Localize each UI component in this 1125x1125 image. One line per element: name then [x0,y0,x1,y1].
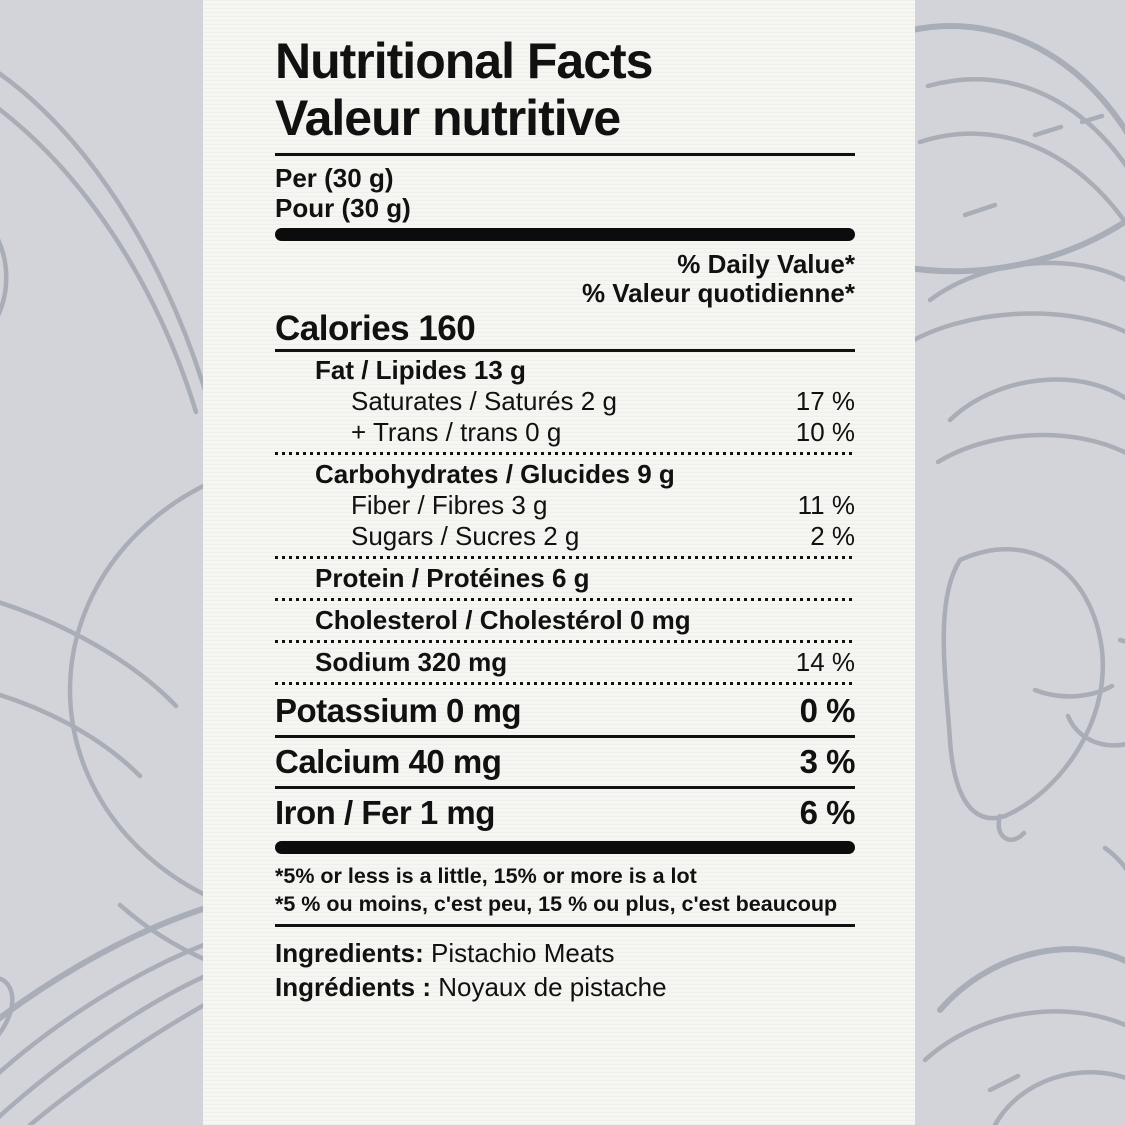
nutrient-name: Carbohydrates / Glucides 9 g [315,459,675,489]
nutrient-name: Saturates / Saturés 2 g [351,386,617,416]
daily-value-header-fr: % Valeur quotidienne* [581,278,855,308]
nutrient-name: Fat / Lipides 13 g [315,355,526,385]
mineral-row-calcium: Calcium 40 mg 3 % [275,740,856,784]
nutrient-row-sugars: Sugars / Sucres 2 g 2 % [275,521,855,552]
serving-size-en: Per (30 g) [275,163,394,193]
ingredients-value-fr: Noyaux de pistache [431,972,667,1002]
ingredients-section: Ingredients: Pistachio Meats Ingrédients… [275,936,855,1004]
nutrient-name: Cholesterol / Cholestérol 0 mg [315,605,691,635]
label-title-fr: Valeur nutritive [275,90,621,146]
serving-size: Per (30 g) Pour (30 g) [275,163,855,223]
label-title-en: Nutritional Facts [275,33,653,89]
dotted-divider [275,640,855,643]
footnote-fr: *5 % ou moins, c'est peu, 15 % ou plus, … [275,892,838,916]
nutrient-dv: 14 % [795,647,855,677]
nutrient-row-trans: + Trans / trans 0 g 10 % [275,417,855,448]
mineral-name: Iron / Fer 1 mg [275,794,495,831]
ingredients-line-fr: Ingrédients : Noyaux de pistache [275,970,855,1004]
serving-size-fr: Pour (30 g) [275,193,411,223]
mineral-row-potassium: Potassium 0 mg 0 % [275,689,856,733]
mineral-name: Potassium 0 mg [275,692,522,729]
label-panel: Nutritional Facts Valeur nutritive Per (… [203,0,915,1125]
nutrient-row-carbohydrates: Carbohydrates / Glucides 9 g [275,459,855,490]
mineral-row-iron: Iron / Fer 1 mg 6 % [275,791,856,835]
nutrient-dv: 11 % [797,490,855,520]
nutrient-dv: 10 % [795,417,855,447]
nutrient-name: Protein / Protéines 6 g [315,563,590,593]
nutrient-dv: 2 % [810,521,855,551]
solid-divider [275,735,855,738]
ingredients-label-fr: Ingrédients : [275,972,432,1002]
solid-divider [275,786,855,789]
nutrient-row-saturates: Saturates / Saturés 2 g 17 % [275,386,855,417]
daily-value-header: % Daily Value* % Valeur quotidienne* [275,250,855,308]
mineral-dv: 6 % [799,794,856,831]
mineral-name: Calcium 40 mg [275,743,502,780]
nutrient-name: Sugars / Sucres 2 g [351,521,580,551]
nutrient-row-sodium: Sodium 320 mg 14 % [275,647,855,678]
dotted-divider [275,556,855,559]
dotted-divider [275,452,855,455]
calories-line: Calories 160 [275,309,476,348]
dotted-divider [275,682,855,685]
thick-divider-bar-top [275,228,855,241]
daily-value-header-en: % Daily Value* [677,249,855,279]
nutrient-row-fat: Fat / Lipides 13 g [275,355,855,386]
mineral-dv: 3 % [799,743,856,780]
nutrient-name: Fiber / Fibres 3 g [351,490,548,520]
footnote-divider [275,924,855,927]
title-divider [275,153,855,156]
dotted-divider [275,598,855,601]
thick-divider-bar-bottom [275,841,855,854]
footnote-en: *5% or less is a little, 15% or more is … [275,864,697,888]
mineral-dv: 0 % [799,692,856,729]
ingredients-line-en: Ingredients: Pistachio Meats [275,936,855,970]
calories-divider [275,349,855,352]
nutrient-row-cholesterol: Cholesterol / Cholestérol 0 mg [275,605,855,636]
label-title: Nutritional Facts Valeur nutritive [275,33,855,147]
ingredients-value-en: Pistachio Meats [423,938,615,968]
nutrient-dv: 17 % [795,386,855,416]
nutrient-row-fiber: Fiber / Fibres 3 g 11 % [275,490,855,521]
nutrient-name: Sodium 320 mg [315,647,508,677]
nutrient-name: + Trans / trans 0 g [351,417,562,447]
footnotes: *5% or less is a little, 15% or more is … [275,862,855,918]
nutrient-row-protein: Protein / Protéines 6 g [275,563,855,594]
ingredients-label-en: Ingredients: [275,938,424,968]
